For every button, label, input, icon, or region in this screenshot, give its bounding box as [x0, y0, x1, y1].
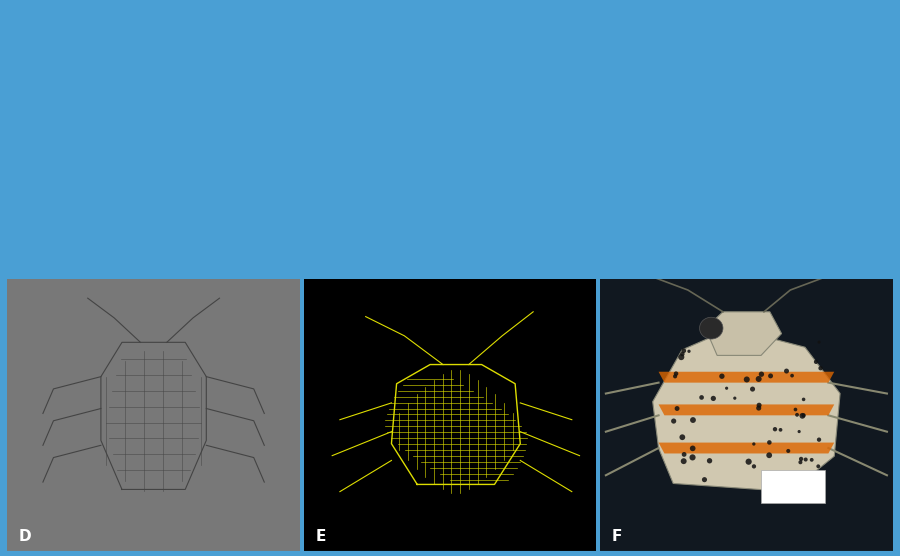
Point: [685, 453, 699, 462]
Point: [740, 375, 754, 384]
Point: [796, 411, 810, 420]
Point: [674, 353, 688, 361]
Point: [702, 456, 716, 465]
Point: [686, 444, 700, 453]
Point: [802, 476, 816, 485]
Point: [811, 462, 825, 471]
Text: D: D: [19, 529, 32, 544]
Text: E: E: [315, 529, 326, 544]
Point: [798, 455, 813, 464]
Point: [675, 433, 689, 441]
Point: [794, 454, 808, 463]
Polygon shape: [652, 328, 840, 492]
Point: [667, 416, 681, 425]
Point: [812, 435, 826, 444]
Point: [779, 366, 794, 375]
Point: [675, 350, 689, 359]
Point: [695, 393, 709, 402]
Point: [747, 462, 761, 471]
Point: [792, 427, 806, 436]
Point: [715, 372, 729, 381]
Point: [668, 372, 682, 381]
Point: [762, 451, 777, 460]
Point: [773, 425, 788, 434]
Point: [677, 456, 691, 465]
Point: [762, 438, 777, 447]
Point: [677, 450, 691, 459]
Point: [669, 369, 683, 378]
Point: [754, 370, 769, 379]
Point: [670, 404, 684, 413]
Point: [788, 405, 803, 414]
Point: [785, 371, 799, 380]
Point: [706, 394, 721, 403]
Text: F: F: [612, 529, 622, 544]
Point: [805, 455, 819, 464]
Point: [682, 347, 697, 356]
Point: [686, 415, 700, 424]
Point: [814, 364, 828, 373]
Point: [742, 457, 756, 466]
Point: [809, 358, 824, 366]
Point: [727, 394, 742, 403]
Point: [752, 401, 766, 410]
Point: [747, 440, 761, 449]
Point: [790, 410, 805, 419]
Point: [752, 375, 766, 384]
Point: [814, 471, 828, 480]
Point: [719, 384, 733, 393]
Polygon shape: [659, 404, 834, 415]
Point: [793, 458, 807, 466]
Point: [698, 475, 712, 484]
Polygon shape: [659, 372, 834, 383]
Point: [763, 371, 778, 380]
Point: [796, 411, 811, 420]
Point: [796, 395, 811, 404]
Point: [752, 404, 766, 413]
Polygon shape: [659, 443, 834, 454]
Point: [812, 337, 826, 346]
Bar: [761, 470, 825, 503]
Polygon shape: [706, 312, 781, 355]
Point: [745, 385, 760, 394]
Point: [677, 346, 691, 355]
Point: [768, 425, 782, 434]
Circle shape: [699, 317, 723, 339]
Point: [781, 446, 796, 455]
